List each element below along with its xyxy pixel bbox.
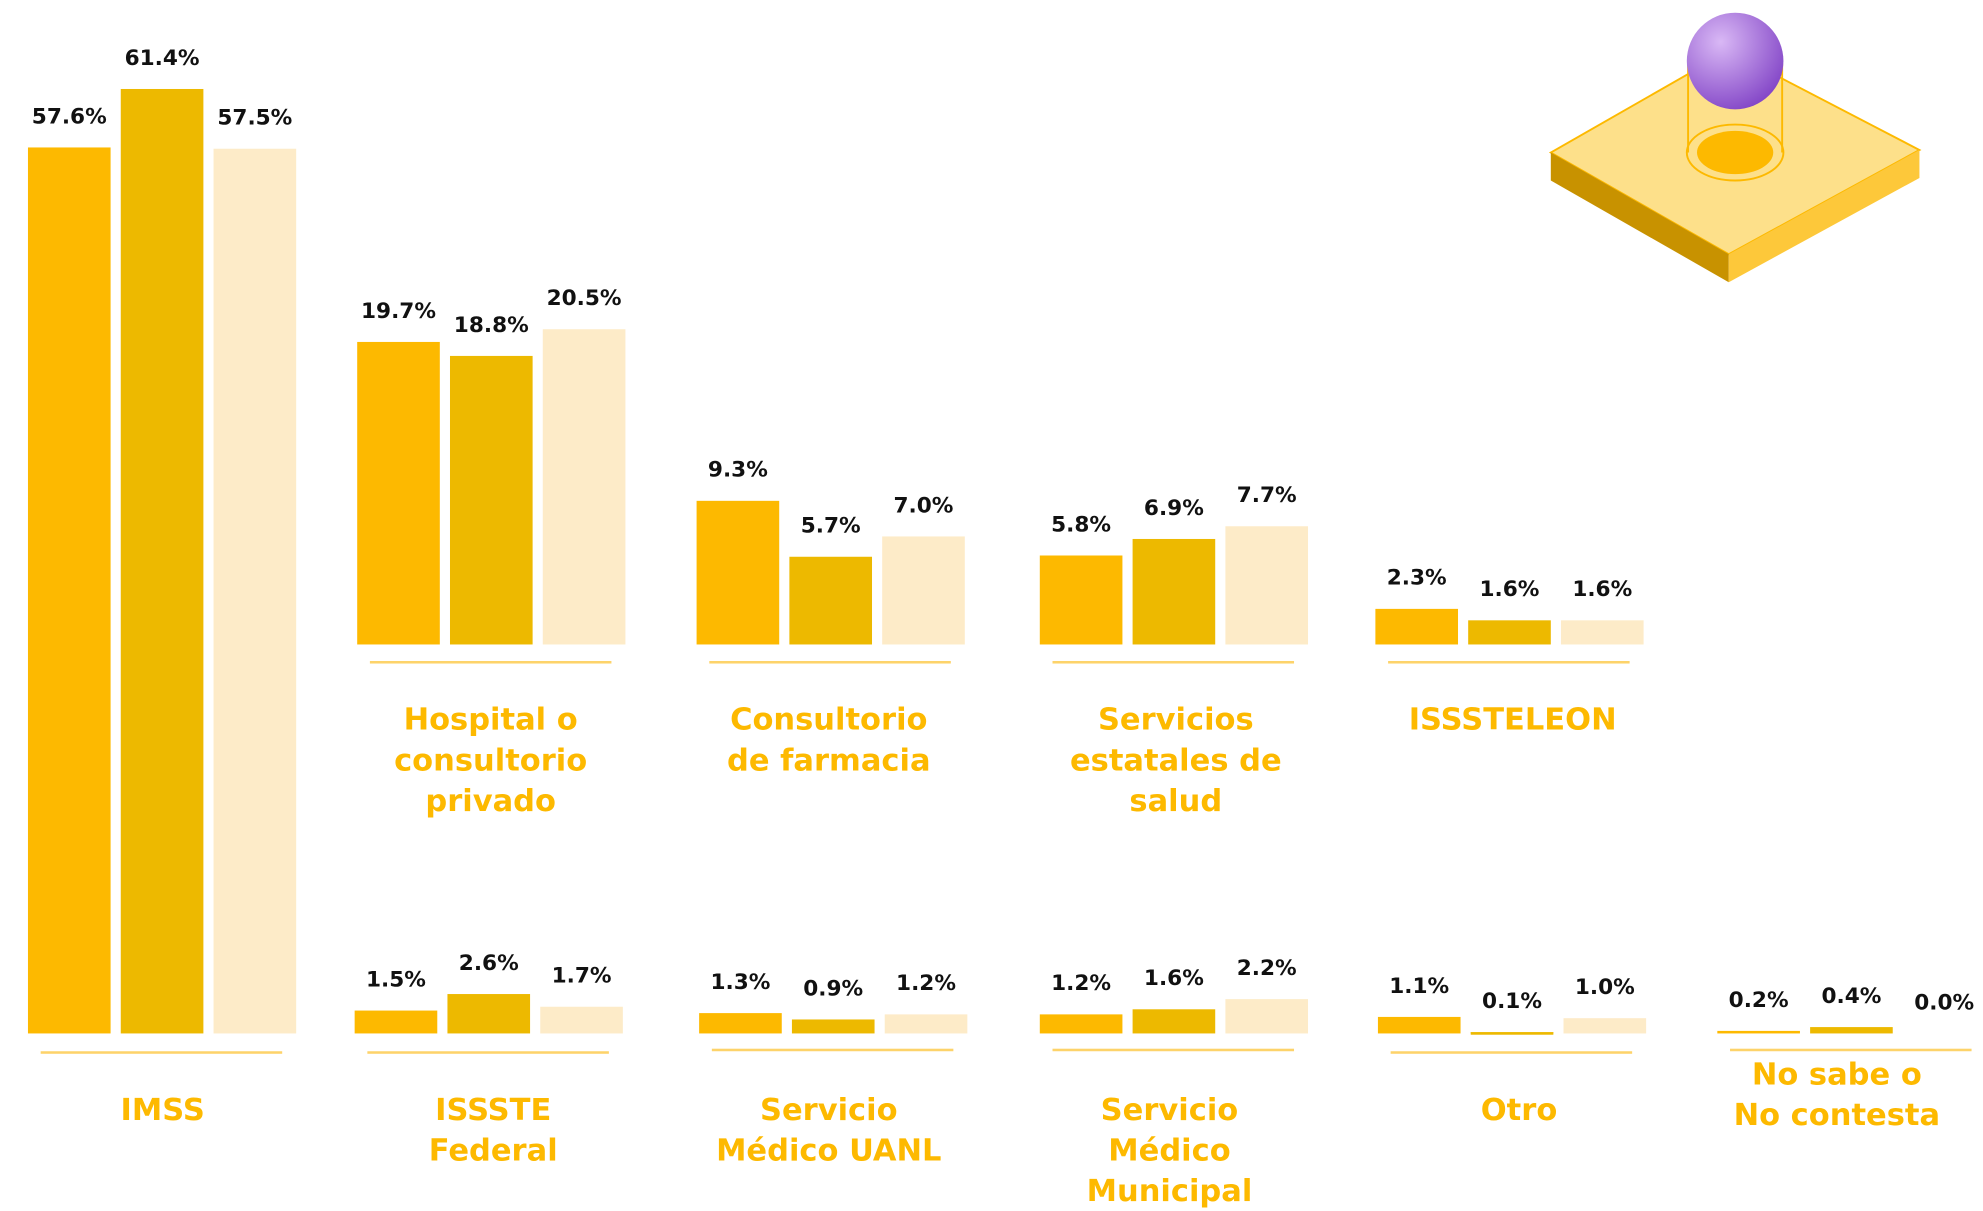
bar xyxy=(699,1013,782,1034)
bar xyxy=(357,341,440,645)
value-label: 20.5% xyxy=(546,285,622,312)
value-label: 1.2% xyxy=(1051,971,1112,998)
group-underline xyxy=(40,1051,283,1054)
category-label: ISSSTE Federal xyxy=(428,1091,558,1169)
bar xyxy=(213,149,297,1034)
value-label: 57.6% xyxy=(31,104,107,130)
bar xyxy=(1560,619,1644,645)
value-label: 0.9% xyxy=(803,976,864,1002)
value-label: 19.7% xyxy=(361,298,436,324)
value-label: 1.2% xyxy=(896,971,957,998)
group-underline xyxy=(711,1048,954,1051)
value-label: 5.7% xyxy=(800,513,861,539)
bar xyxy=(791,1019,875,1034)
category-label: Servicio Médico UANL xyxy=(716,1091,942,1169)
bar xyxy=(542,329,626,645)
category-label: Otro xyxy=(1480,1091,1558,1128)
group-underline xyxy=(1730,1048,1972,1051)
group-underline xyxy=(1388,660,1630,663)
bar xyxy=(696,501,780,645)
value-label: 1.1% xyxy=(1389,973,1450,999)
value-label: 2.6% xyxy=(458,950,519,976)
bar xyxy=(1375,609,1459,645)
bar xyxy=(1717,1030,1800,1034)
category-label: Hospital o consultorio privado xyxy=(394,701,588,819)
category-label: IMSS xyxy=(120,1091,205,1128)
group-underline xyxy=(369,660,612,663)
value-label: 1.5% xyxy=(365,967,426,993)
bar xyxy=(1132,538,1216,645)
value-label: 0.2% xyxy=(1728,987,1789,1013)
value-label: 7.7% xyxy=(1236,482,1297,509)
group-underline xyxy=(367,1051,609,1054)
value-label: 1.6% xyxy=(1572,576,1633,603)
value-label: 1.0% xyxy=(1574,974,1635,1001)
bar xyxy=(1468,619,1551,645)
value-label: 5.8% xyxy=(1051,512,1112,538)
bar xyxy=(1225,999,1309,1034)
value-label: 1.3% xyxy=(710,970,771,996)
group-underline xyxy=(1390,1051,1633,1054)
bar xyxy=(1563,1018,1647,1034)
category-label: No sabe o No contesta xyxy=(1733,1056,1941,1133)
bar xyxy=(1810,1027,1893,1034)
value-label: 2.3% xyxy=(1386,565,1447,592)
bar xyxy=(540,1007,623,1034)
value-label: 1.6% xyxy=(1479,576,1540,603)
category-label: Consultorio de farmacia xyxy=(726,701,931,778)
bar-baseline xyxy=(1903,1032,1983,1034)
bar xyxy=(120,89,204,1034)
value-label: 7.0% xyxy=(893,493,954,520)
value-label: 2.2% xyxy=(1236,956,1297,982)
bar xyxy=(1225,526,1309,645)
bar xyxy=(1132,1008,1216,1034)
category-label: Servicio Médico Municipal xyxy=(1086,1091,1253,1209)
value-label: 18.8% xyxy=(453,312,529,338)
bar xyxy=(1039,1014,1123,1034)
value-label: 0.4% xyxy=(1821,984,1882,1010)
value-label: 6.9% xyxy=(1143,495,1204,521)
value-label: 0.0% xyxy=(1914,990,1975,1016)
bar xyxy=(1377,1016,1461,1034)
group-underline xyxy=(1052,1048,1295,1051)
bar xyxy=(449,355,533,645)
bar xyxy=(789,556,873,645)
bar xyxy=(882,536,965,645)
category-label: ISSSTELEON xyxy=(1408,701,1617,738)
value-label: 57.5% xyxy=(217,105,293,132)
decoration-icon xyxy=(1548,12,1922,283)
value-label: 1.7% xyxy=(551,964,612,990)
bar xyxy=(447,993,531,1034)
value-label: 61.4% xyxy=(124,45,200,72)
bar-baseline xyxy=(1470,1032,1554,1035)
bar xyxy=(884,1014,968,1034)
bar xyxy=(354,1010,438,1034)
value-label: 1.6% xyxy=(1143,965,1204,992)
value-label: 9.3% xyxy=(707,458,768,484)
bar xyxy=(27,147,111,1034)
category-label: Servicios estatales de salud xyxy=(1069,701,1282,819)
group-underline xyxy=(709,660,951,663)
value-label: 0.1% xyxy=(1482,988,1543,1015)
bar xyxy=(1039,555,1123,645)
group-underline xyxy=(1052,660,1295,663)
